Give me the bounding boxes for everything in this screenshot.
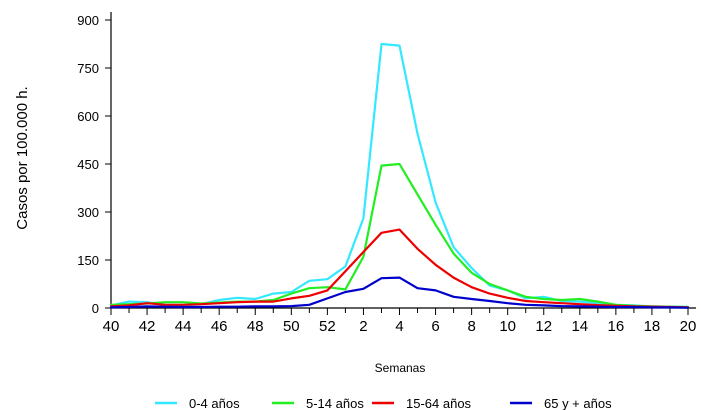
x-axis-label: Semanas [375,361,426,375]
x-tick-label: 18 [644,318,661,335]
series-line-2 [109,162,690,309]
x-tick-label: 42 [139,318,156,335]
y-tick-label: 900 [77,13,99,28]
series-line-3 [109,228,690,309]
x-tick-label: 10 [499,318,516,335]
x-tick-label: 46 [211,318,228,335]
y-tick-label: 150 [77,253,99,268]
chart-legend: 0-4 años 5-14 años 15-64 años 65 y + años [155,396,612,410]
y-tick-label: 0 [92,301,99,316]
x-tick-label: 44 [175,318,192,335]
x-tick-label: 8 [467,318,475,335]
x-tick-label: 48 [247,318,264,335]
x-tick-label: 12 [535,318,552,335]
y-tick-label: 450 [77,157,99,172]
legend-label-4: 65 y + años [544,396,612,410]
series-line-1 [109,42,690,309]
x-tick-label: 4 [395,318,403,335]
x-tick-label: 20 [680,318,697,335]
chart-series [109,42,690,309]
legend-label-2: 5-14 años [306,396,364,410]
x-tick-label: 2 [359,318,367,335]
y-tick-label: 300 [77,205,99,220]
y-tick-label: 750 [77,61,99,76]
x-tick-label: 16 [608,318,625,335]
x-tick-label: 40 [103,318,120,335]
x-tick-label: 14 [571,318,588,335]
x-tick-label: 6 [431,318,439,335]
legend-label-1: 0-4 años [189,396,240,410]
series-line-4 [109,276,690,309]
x-tick-label: 50 [283,318,300,335]
legend-label-3: 15-64 años [406,396,472,410]
x-tick-label: 52 [319,318,336,335]
y-tick-label: 600 [77,109,99,124]
y-axis-label: Casos por 100.000 h. [14,86,31,229]
